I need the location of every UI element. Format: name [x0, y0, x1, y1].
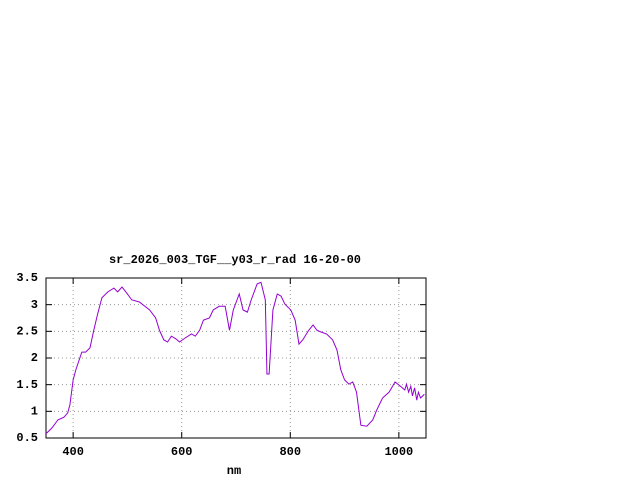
x-tick-label: 800 [279, 445, 301, 459]
y-tick-label: 1 [31, 405, 38, 419]
y-tick-label: 1.5 [16, 378, 38, 392]
x-tick-label: 600 [171, 445, 193, 459]
x-tick-label: 400 [62, 445, 84, 459]
y-tick-label: 0.5 [16, 431, 38, 445]
y-tick-label: 3.5 [16, 271, 38, 285]
data-line [45, 281, 425, 435]
x-tick-label: 1000 [384, 445, 413, 459]
y-tick-label: 2 [31, 351, 38, 365]
y-tick-label: 2.5 [16, 325, 38, 339]
y-tick-label: 3 [31, 298, 38, 312]
chart-title: sr_2026_003_TGF__y03_r_rad 16-20-00 [109, 253, 361, 267]
x-axis-label: nm [227, 464, 241, 478]
plot-frame [45, 277, 427, 439]
